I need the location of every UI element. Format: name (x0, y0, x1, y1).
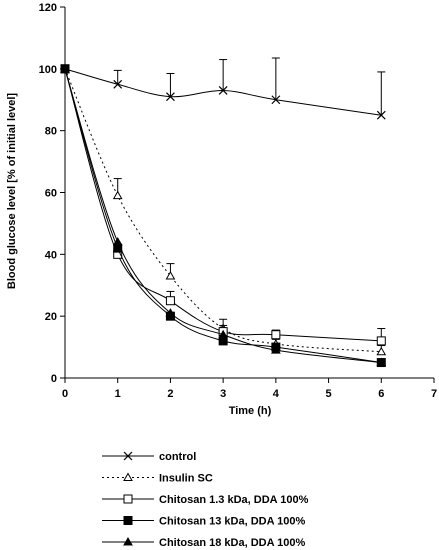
series-1 (60, 57, 386, 120)
x-tick-label: 1 (115, 388, 121, 400)
series-line (64, 68, 382, 364)
y-tick-label: 100 (39, 64, 57, 76)
y-tick-label: 40 (45, 249, 57, 261)
legend-item: Chitosan 18 kDa, DDA 100% (102, 536, 306, 549)
series-5 (60, 63, 387, 367)
data-point (165, 270, 176, 280)
legend-item: Insulin SC (102, 472, 213, 485)
data-point (112, 236, 123, 246)
data-point (376, 336, 386, 346)
data-point (166, 92, 175, 102)
y-axis-ticks: 0 20 40 60 80 100 120 (39, 2, 65, 385)
x-tick-label: 2 (167, 388, 173, 400)
legend-marker (123, 472, 133, 481)
data-point (376, 357, 387, 367)
x-axis-label: Time (h) (229, 405, 272, 417)
y-tick-label: 0 (51, 373, 57, 385)
x-tick-label: 3 (220, 388, 226, 400)
x-tick-label: 0 (62, 388, 68, 400)
legend-marker (123, 516, 133, 525)
data-point (376, 346, 387, 356)
data-point (165, 296, 175, 306)
data-point (271, 330, 281, 340)
legend-label: control (159, 451, 196, 463)
data-point (165, 308, 176, 317)
data-point (113, 79, 123, 89)
data-point (218, 329, 229, 339)
data-point (271, 95, 281, 105)
series-line (64, 68, 382, 353)
y-tick-label: 60 (45, 188, 57, 200)
data-point (112, 190, 123, 200)
plot-area (64, 7, 434, 379)
x-tick-label: 5 (326, 388, 332, 400)
x-tick-label: 4 (273, 388, 280, 400)
y-axis-label: Blood glucose level [% of initial level] (6, 93, 18, 290)
data-point (218, 86, 228, 95)
legend-label: Chitosan 18 kDa, DDA 100% (159, 537, 306, 549)
data-point (60, 63, 70, 73)
legend-marker (123, 494, 133, 504)
series-3 (60, 64, 386, 346)
legend-label: Insulin SC (159, 473, 213, 485)
legend-item: Chitosan 13 kDa, DDA 100% (102, 516, 306, 528)
series-line (64, 68, 382, 116)
legend-item: Chitosan 1.3 kDa, DDA 100% (102, 494, 309, 506)
y-tick-label: 80 (45, 126, 57, 138)
series-line (64, 68, 382, 342)
data-point (270, 345, 281, 354)
legend-label: Chitosan 1.3 kDa, DDA 100% (159, 494, 309, 506)
legend: control Insulin SC Chitosan 1.3 kDa, DDA 1… (102, 451, 309, 549)
y-tick-label: 20 (45, 311, 57, 323)
legend-label: Chitosan 13 kDa, DDA 100% (159, 516, 306, 528)
x-tick-label: 6 (378, 388, 384, 400)
data-point (376, 110, 386, 120)
legend-item: control (102, 451, 196, 463)
legend-marker (123, 536, 133, 546)
y-tick-label: 120 (39, 2, 57, 14)
legend-marker (123, 451, 133, 461)
series-layer (60, 57, 387, 368)
x-tick-label: 7 (431, 388, 437, 400)
series-line (64, 68, 382, 364)
x-axis-ticks: 0 1 2 3 4 5 6 7 (62, 378, 437, 400)
